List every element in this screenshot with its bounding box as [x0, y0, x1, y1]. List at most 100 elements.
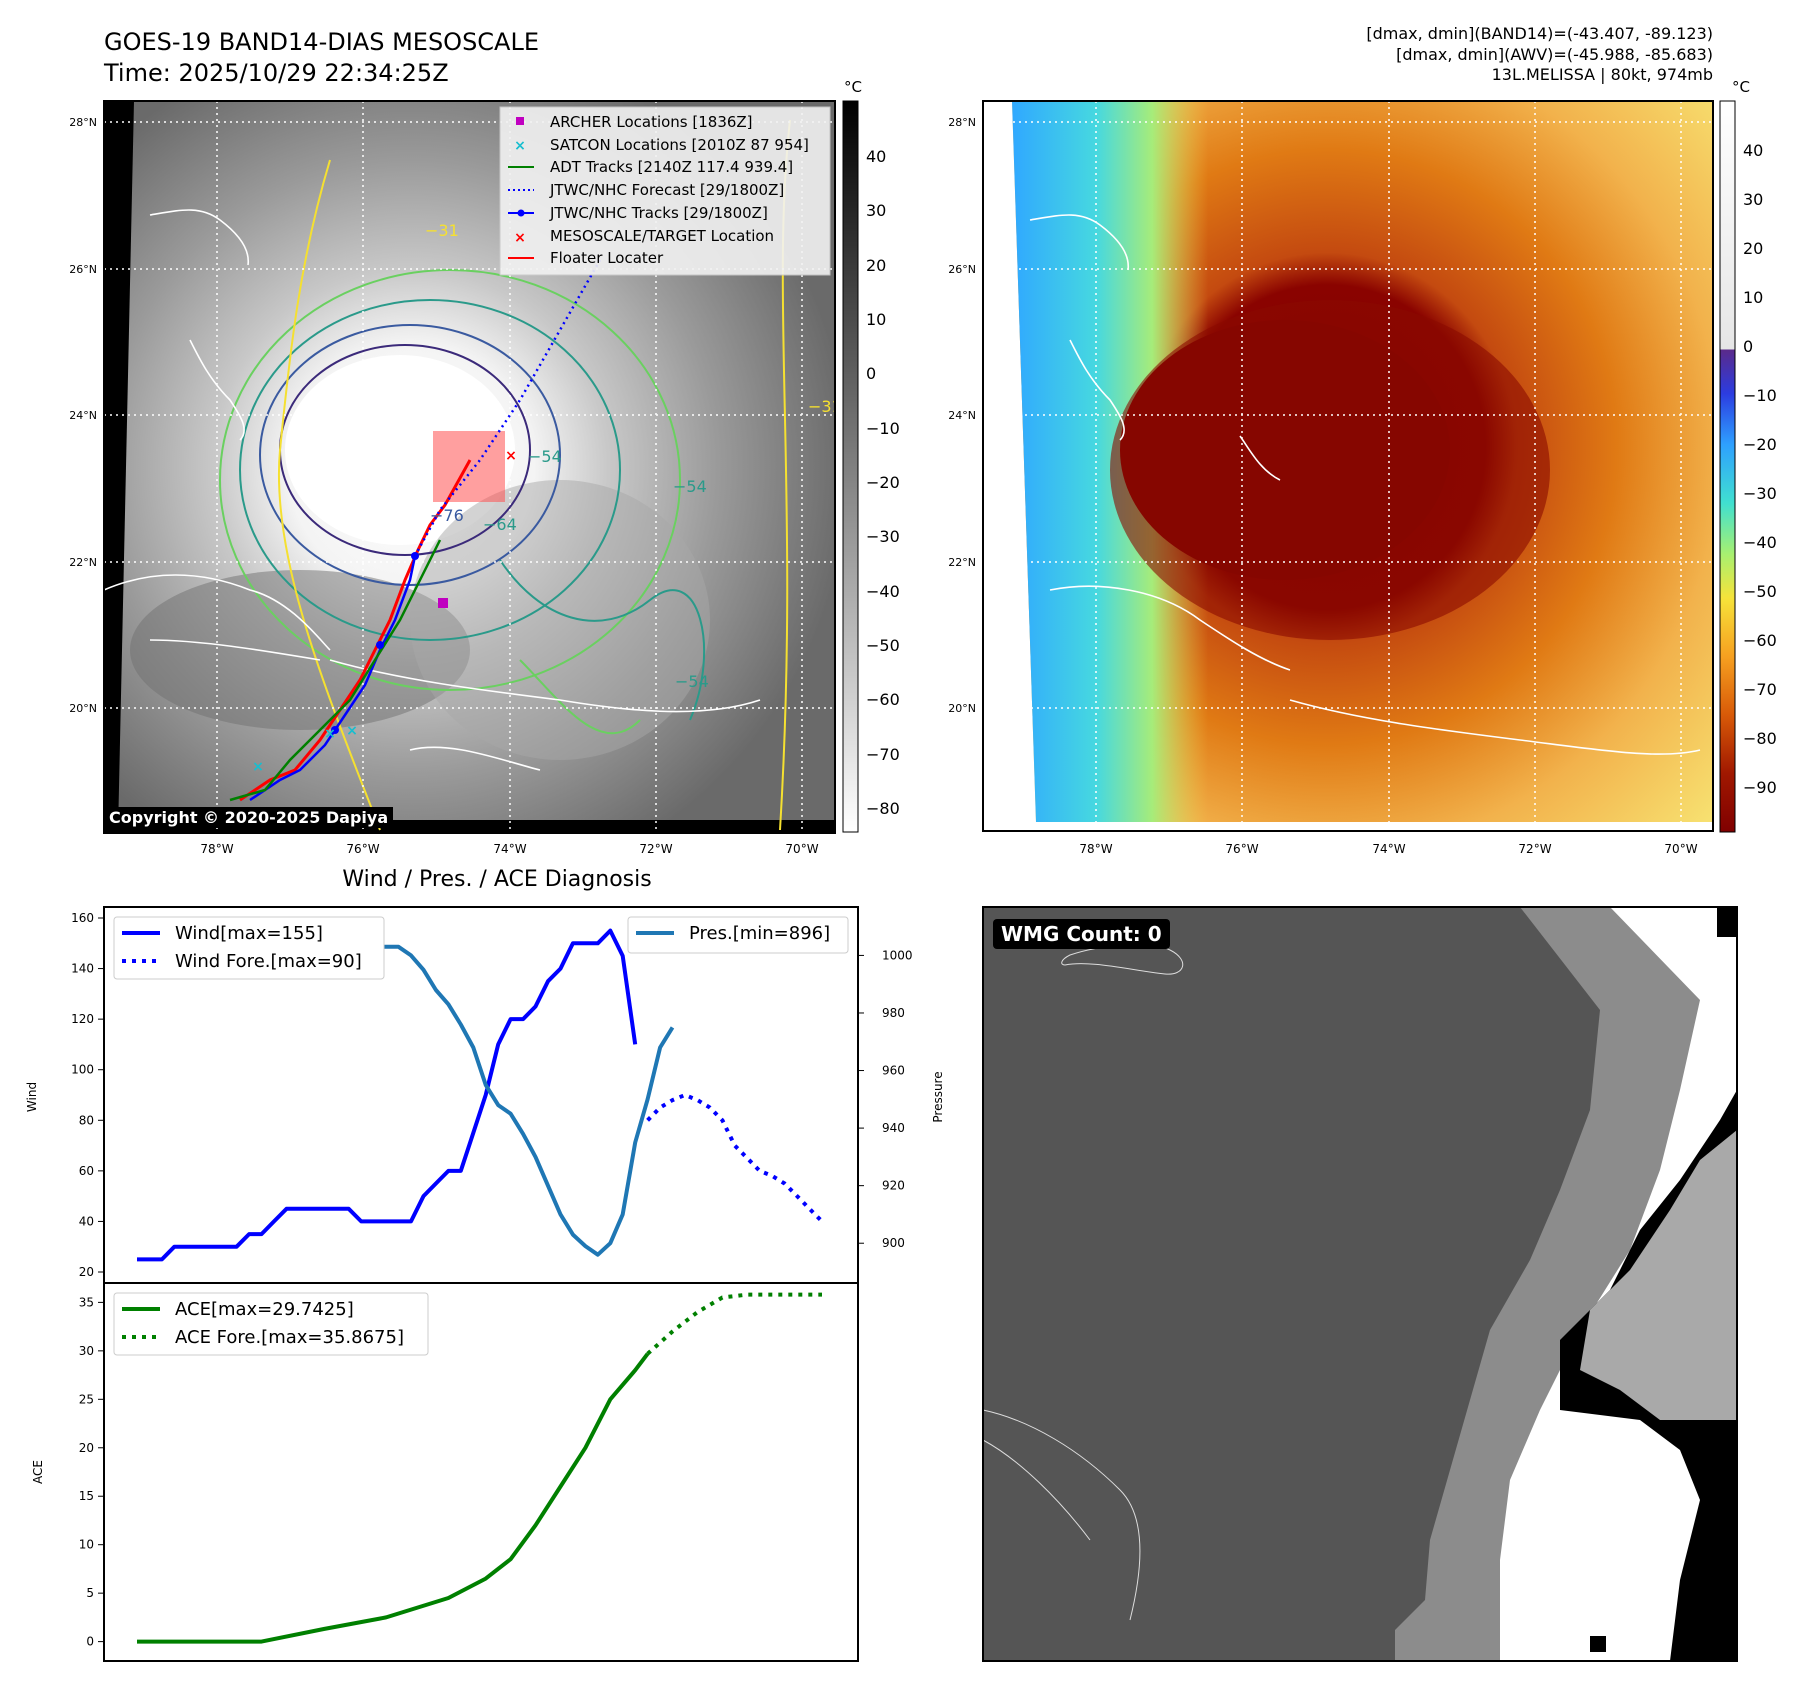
ace-axis-label: ACE: [31, 1460, 45, 1484]
svg-text:24°N: 24°N: [948, 409, 976, 422]
jtwc-track: [249, 555, 417, 802]
target-marker: ×: [505, 448, 517, 464]
legend-target-icon: ×: [514, 230, 526, 246]
svg-text:−20: −20: [866, 473, 900, 492]
wind-series-line: [137, 928, 638, 1262]
contour-label: −31: [808, 397, 842, 416]
legend-tracks: JTWC/NHC Tracks [29/1800Z]: [549, 204, 768, 222]
svg-text:−10: −10: [866, 419, 900, 438]
svg-text:72°W: 72°W: [639, 842, 672, 856]
wind-tick-label: 120: [71, 1012, 94, 1026]
svg-text:40: 40: [866, 147, 886, 166]
svg-text:30: 30: [1743, 190, 1763, 209]
stats-band14: [dmax, dmin](BAND14)=(-43.407, -89.123): [1366, 24, 1713, 43]
left-lat-labels: 28°N 26°N 24°N 22°N 20°N: [69, 116, 97, 715]
right-colorbar-unit: °C: [1732, 78, 1750, 96]
svg-text:28°N: 28°N: [948, 116, 976, 129]
ace-tick-label: 10: [79, 1538, 94, 1552]
svg-text:−80: −80: [866, 799, 900, 818]
pressure-tick-label: 920: [882, 1179, 905, 1193]
svg-text:72°W: 72°W: [1518, 842, 1551, 856]
svg-text:−20: −20: [1743, 435, 1777, 454]
wind-legend-label: Wind[max=155]: [175, 923, 323, 944]
svg-text:22°N: 22°N: [948, 556, 976, 569]
copyright-label: Copyright © 2020-2025 Dapiya: [104, 807, 394, 828]
svg-text:30: 30: [866, 201, 886, 220]
contour-label: −54: [673, 477, 707, 496]
legend-target: MESOSCALE/TARGET Location: [550, 227, 774, 245]
left-colorbar: °C 40 30 20 10 0 −10 −20 −30 −40 −50 −60…: [842, 78, 900, 833]
wind-tick-label: 100: [71, 1063, 94, 1077]
archer-marker: [438, 598, 448, 608]
svg-text:20: 20: [1743, 239, 1763, 258]
map-legend-entries: ARCHER Locations [1836Z] × SATCON Locati…: [508, 113, 809, 267]
contour-label: −31: [425, 221, 459, 240]
ace-tick-label: 25: [79, 1392, 94, 1406]
pressure-tick-label: 1000: [882, 948, 913, 962]
wmg-panel: [982, 907, 1737, 1661]
svg-text:−30: −30: [866, 527, 900, 546]
ace-tick-label: 15: [79, 1489, 94, 1503]
legend-satcon-icon: ×: [514, 138, 526, 154]
wind-tick-label: 160: [71, 911, 94, 925]
floater-box: [433, 431, 505, 502]
jtwc-forecast: [413, 259, 602, 557]
floater-track: [239, 459, 472, 802]
ace-tick-label: 5: [86, 1586, 94, 1600]
contour-label: −54: [675, 672, 709, 691]
right-lat-labels: 28°N 26°N 24°N 22°N 20°N: [948, 116, 976, 715]
svg-text:70°W: 70°W: [785, 842, 818, 856]
contour-label: −64: [483, 515, 517, 534]
figure-time: Time: 2025/10/29 22:34:25Z: [103, 59, 449, 87]
svg-text:0: 0: [866, 364, 876, 383]
ace-forecast-legend-label: ACE Fore.[max=35.8675]: [175, 1327, 404, 1348]
left-colorbar-ticks: 40 30 20 10 0 −10 −20 −30 −40 −50 −60 −7…: [866, 147, 900, 818]
svg-text:×: ×: [346, 723, 358, 739]
svg-text:−70: −70: [866, 745, 900, 764]
right-colorbar: °C 40 30 20 10 0 −10 −20 −30 −40 −50 −60…: [1719, 78, 1777, 833]
wind-tick-label: 40: [79, 1214, 94, 1228]
svg-text:−90: −90: [1743, 778, 1777, 797]
contour-label: −54: [528, 447, 562, 466]
satcon-marker: ×: [324, 726, 336, 742]
wind-forecast-series-line: [646, 1093, 824, 1223]
legend-archer-icon: [516, 117, 524, 125]
right-colorbar-ticks: 40 30 20 10 0 −10 −20 −30 −40 −50 −60 −7…: [1743, 141, 1777, 797]
wind-axis-label: Wind: [25, 1082, 39, 1112]
enhanced-map-right: [983, 101, 1713, 831]
svg-text:78°W: 78°W: [200, 842, 233, 856]
wind-tick-label: 20: [79, 1265, 94, 1279]
svg-text:28°N: 28°N: [69, 116, 97, 129]
wind-tick-label: 60: [79, 1164, 94, 1178]
ace-legend-label: ACE[max=29.7425]: [175, 1299, 354, 1320]
figure-title: GOES-19 BAND14-DIAS MESOSCALE: [104, 28, 539, 56]
svg-text:−80: −80: [1743, 729, 1777, 748]
svg-text:76°W: 76°W: [346, 842, 379, 856]
svg-text:26°N: 26°N: [948, 263, 976, 276]
pressure-tick-label: 980: [882, 1006, 905, 1020]
svg-text:−30: −30: [1743, 484, 1777, 503]
svg-text:74°W: 74°W: [1372, 842, 1405, 856]
wind-legend: Wind[max=155] Wind Fore.[max=90]: [113, 916, 385, 980]
pressure-axis-label: Pressure: [931, 1071, 945, 1122]
svg-text:−40: −40: [1743, 533, 1777, 552]
svg-text:×: ×: [252, 759, 264, 775]
svg-text:26°N: 26°N: [69, 263, 97, 276]
legend-satcon: SATCON Locations [2010Z 87 954]: [550, 136, 809, 154]
svg-text:−60: −60: [866, 690, 900, 709]
svg-text:22°N: 22°N: [69, 556, 97, 569]
wind-forecast-legend-label: Wind Fore.[max=90]: [175, 951, 362, 972]
svg-text:20°N: 20°N: [948, 702, 976, 715]
legend-forecast: JTWC/NHC Forecast [29/1800Z]: [549, 181, 784, 199]
diagnosis-title: Wind / Pres. / ACE Diagnosis: [342, 867, 651, 892]
svg-text:−10: −10: [1743, 386, 1777, 405]
svg-text:10: 10: [866, 310, 886, 329]
wmg-count-label: WMG Count: 0: [993, 919, 1170, 949]
svg-text:−50: −50: [1743, 582, 1777, 601]
pressure-legend-label: Pres.[min=896]: [689, 923, 830, 944]
svg-text:76°W: 76°W: [1225, 842, 1258, 856]
ace-legend: ACE[max=29.7425] ACE Fore.[max=35.8675]: [113, 1292, 429, 1356]
pressure-tick-label: 940: [882, 1121, 905, 1135]
svg-text:−40: −40: [866, 582, 900, 601]
